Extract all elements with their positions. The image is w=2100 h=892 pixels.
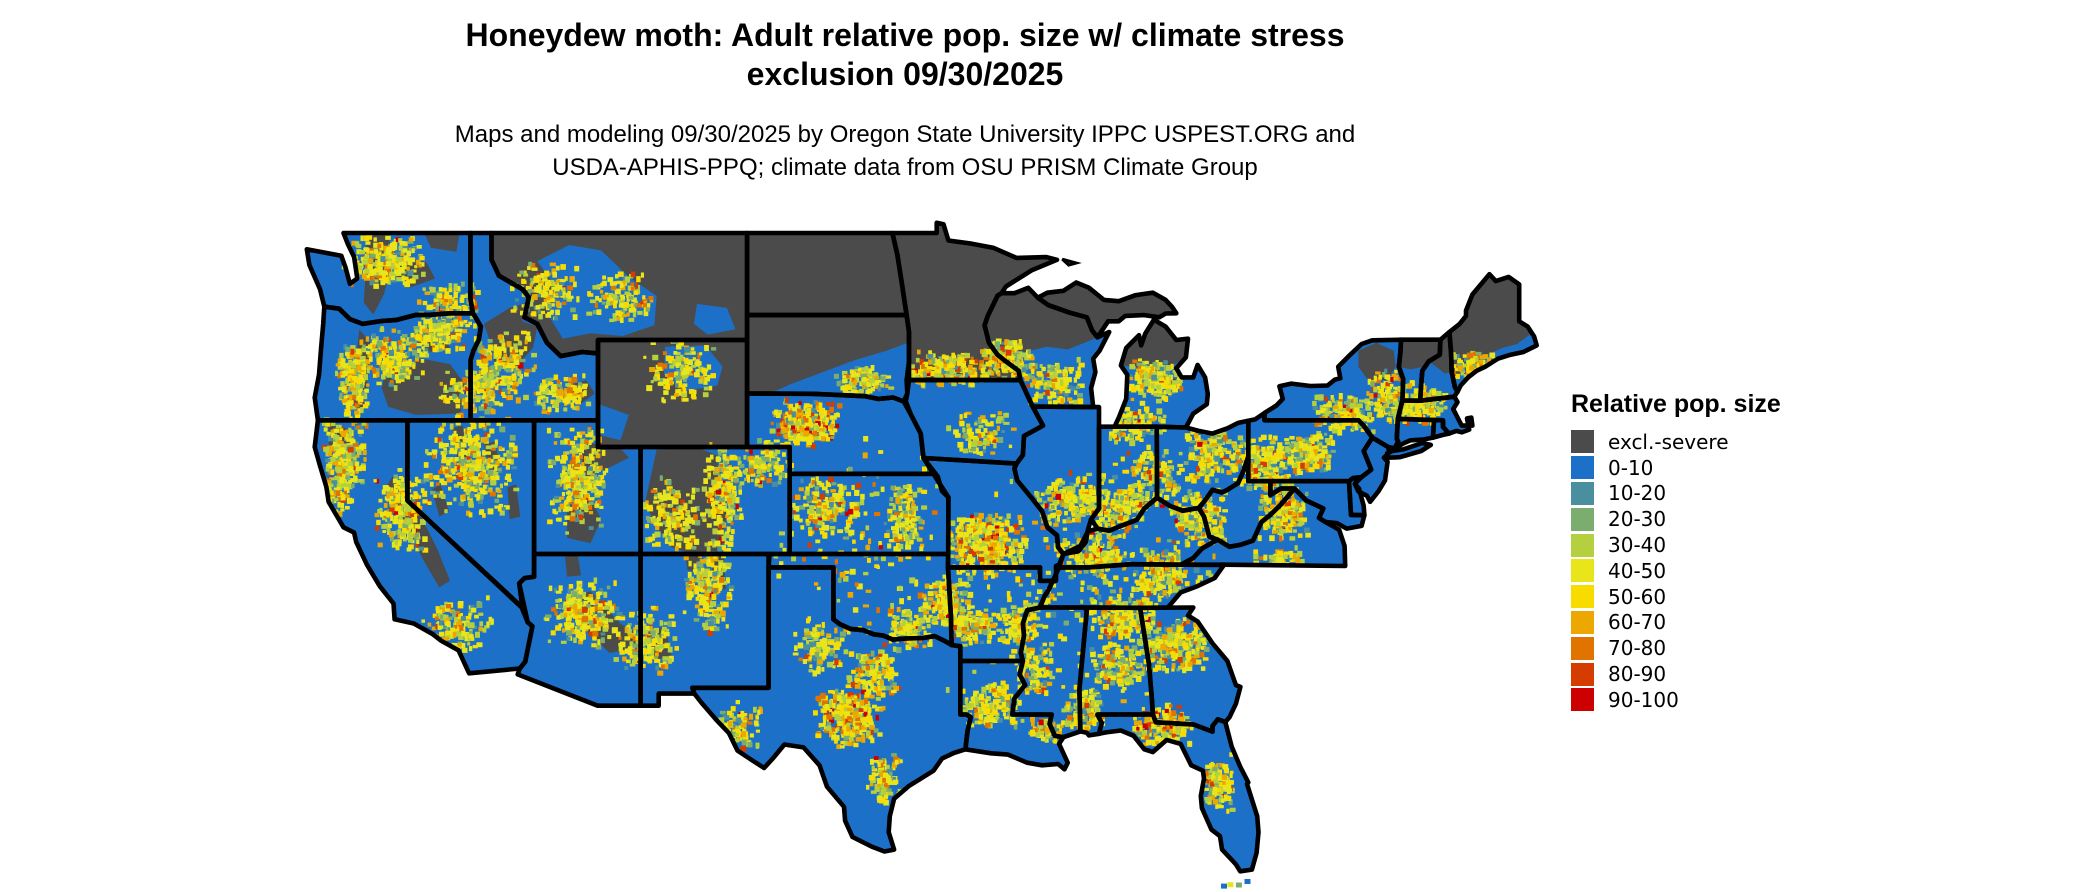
legend-title: Relative pop. size [1571,390,1781,418]
legend-label: 20-30 [1608,507,1667,532]
legend-label: 80-90 [1608,662,1667,687]
legend-swatch [1571,662,1594,686]
legend-label: 50-60 [1608,584,1667,609]
legend-item: excl.-severe [1571,429,1781,455]
title-line-1: Honeydew moth: Adult relative pop. size … [465,17,1345,53]
legend-item: 50-60 [1571,584,1781,610]
legend-label: 90-100 [1608,687,1679,712]
title-line-2: exclusion 09/30/2025 [746,56,1064,92]
legend-item: 10-20 [1571,481,1781,507]
legend-swatch [1571,559,1594,583]
page-title: Honeydew moth: Adult relative pop. size … [0,16,1810,94]
legend-swatch [1571,688,1594,712]
subtitle-line-1: Maps and modeling 09/30/2025 by Oregon S… [454,121,1356,148]
legend: Relative pop. size excl.-severe 0-10 10-20… [1571,390,1781,713]
legend-label: 0-10 [1608,455,1654,480]
legend-item: 90-100 [1571,687,1781,713]
legend-item: 20-30 [1571,506,1781,532]
legend-swatch [1571,481,1594,505]
legend-item: 80-90 [1571,661,1781,687]
legend-label: 70-80 [1608,636,1667,661]
legend-swatch [1571,456,1594,480]
legend-item: 70-80 [1571,635,1781,661]
legend-swatch [1571,507,1594,531]
legend-label: 40-50 [1608,558,1667,583]
isle-royale [1061,257,1082,267]
legend-item: 30-40 [1571,532,1781,558]
state-borders [304,220,1539,874]
legend-label: excl.-severe [1608,429,1729,454]
legend-label: 60-70 [1608,610,1667,635]
legend-label: 10-20 [1608,481,1667,506]
legend-swatch [1571,585,1594,609]
legend-item: 0-10 [1571,455,1781,481]
florida-keys-dots [1221,879,1251,889]
legend-swatch [1571,430,1594,454]
legend-item: 60-70 [1571,610,1781,636]
subtitle-line-2: USDA-APHIS-PPQ; climate data from OSU PR… [552,154,1258,181]
legend-swatch [1571,533,1594,557]
legend-rows: excl.-severe 0-10 10-20 20-30 30-40 40-50 50-6… [1571,429,1781,713]
legend-item: 40-50 [1571,558,1781,584]
legend-swatch [1571,636,1594,660]
page-subtitle: Maps and modeling 09/30/2025 by Oregon S… [0,118,1810,184]
legend-swatch [1571,610,1594,634]
legend-label: 30-40 [1608,533,1667,558]
